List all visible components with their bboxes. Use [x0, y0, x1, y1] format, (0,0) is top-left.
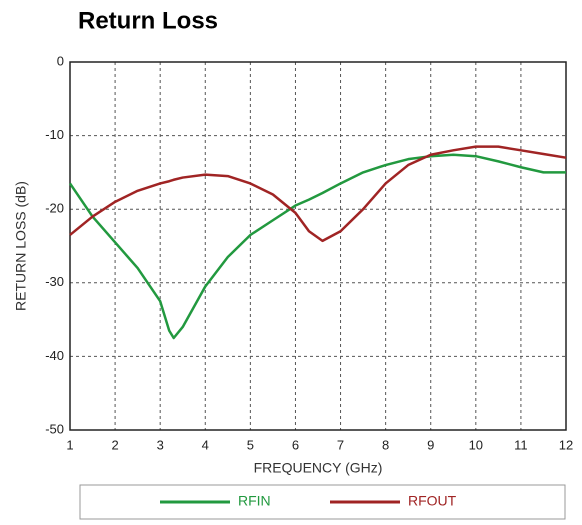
y-tick-label: -10 [45, 127, 64, 142]
x-tick-label: 11 [514, 437, 528, 452]
legend-label: RFOUT [408, 493, 457, 509]
x-tick-label: 7 [337, 437, 344, 452]
x-tick-label: 8 [382, 437, 389, 452]
plot-frame [69, 61, 567, 431]
x-axis-label: FREQUENCY (GHz) [254, 460, 383, 476]
y-tick-label: -40 [45, 348, 64, 363]
x-tick-label: 3 [157, 437, 164, 452]
legend-label: RFIN [238, 493, 271, 509]
line-series [68, 153, 566, 340]
x-tick-label: 6 [292, 437, 299, 452]
chart-title: Return Loss [78, 7, 218, 34]
x-tick-label: 2 [111, 437, 118, 452]
y-tick-label: -20 [45, 201, 64, 216]
x-tick-label: 1 [66, 437, 73, 452]
x-tick-label: 5 [247, 437, 254, 452]
y-tick-label: 0 [57, 53, 64, 68]
x-tick-label: 10 [469, 437, 483, 452]
y-tick-label: -50 [45, 421, 64, 436]
x-tick-label: 12 [559, 437, 573, 452]
y-tick-label: -30 [45, 274, 64, 289]
x-tick-label: 9 [427, 437, 434, 452]
x-tick-label: 4 [202, 437, 209, 452]
y-axis-label: RETURN LOSS (dB) [13, 181, 29, 311]
legend-box [79, 484, 566, 520]
line-series [69, 145, 567, 243]
